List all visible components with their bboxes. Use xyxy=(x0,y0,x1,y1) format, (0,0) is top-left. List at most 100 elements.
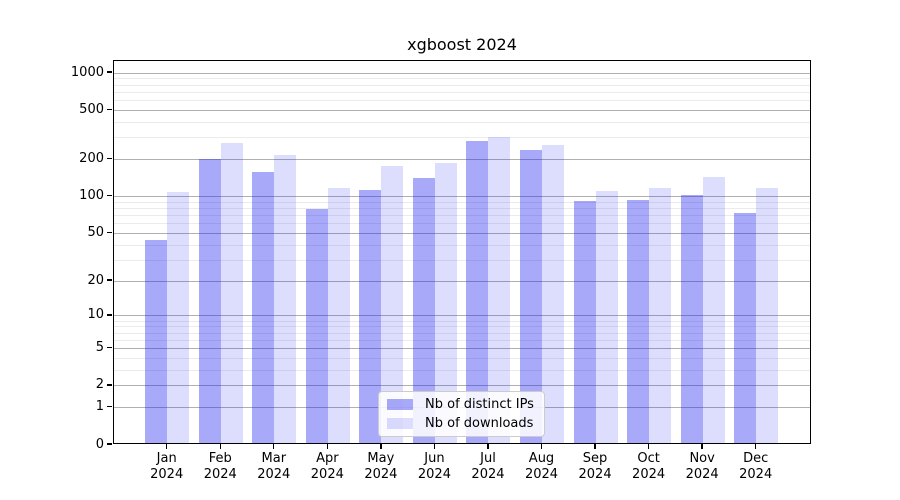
bar-distinct-ips-jan xyxy=(145,240,168,443)
x-tick-jun xyxy=(433,444,436,449)
bar-downloads-apr xyxy=(327,187,350,443)
y-tick-label-10: 10 xyxy=(87,307,104,323)
bar-distinct-ips-oct xyxy=(627,199,650,443)
x-tick-month: Aug xyxy=(528,451,555,466)
x-tick-nov xyxy=(701,444,703,449)
x-tick-month: Jan xyxy=(156,451,177,466)
minor-gridline-3 xyxy=(114,369,810,371)
bar-distinct-ips-jul xyxy=(466,141,489,443)
minor-gridline-40 xyxy=(114,244,810,246)
bar-downloads-oct xyxy=(649,188,672,443)
x-tick-label-jan: Jan 2024 xyxy=(139,451,195,483)
y-tick-5 xyxy=(107,346,112,349)
bar-downloads-jan xyxy=(167,192,190,443)
x-tick-year: 2024 xyxy=(739,467,773,482)
minor-gridline-300 xyxy=(114,137,810,139)
x-tick-year: 2024 xyxy=(150,467,184,482)
x-tick-label-sep: Sep 2024 xyxy=(567,451,623,483)
x-tick-year: 2024 xyxy=(417,467,451,482)
x-tick-month: Apr xyxy=(316,451,339,466)
bar-distinct-ips-aug xyxy=(520,149,542,443)
minor-gridline-4 xyxy=(114,357,810,359)
chart-title: xgboost 2024 xyxy=(407,35,517,54)
major-gridline-2 xyxy=(114,385,810,387)
x-tick-month: Jun xyxy=(424,451,445,466)
x-tick-year: 2024 xyxy=(257,467,291,482)
major-gridline-20 xyxy=(114,280,810,282)
x-tick-label-dec: Dec 2024 xyxy=(728,451,784,483)
x-tick-year: 2024 xyxy=(578,467,612,482)
x-tick-year: 2024 xyxy=(632,467,666,482)
x-tick-label-apr: Apr 2024 xyxy=(299,451,355,483)
bar-downloads-aug xyxy=(542,145,564,443)
bar-downloads-may xyxy=(381,166,404,443)
x-tick-label-jul: Jul 2024 xyxy=(460,451,516,483)
major-gridline-5 xyxy=(114,348,810,350)
x-tick-feb xyxy=(219,444,221,449)
x-tick-label-jun: Jun 2024 xyxy=(406,451,462,483)
bar-distinct-ips-mar xyxy=(252,172,275,443)
x-tick-label-nov: Nov 2024 xyxy=(674,451,730,483)
major-gridline-50 xyxy=(114,232,810,234)
bar-downloads-jun xyxy=(434,162,457,443)
x-tick-sep xyxy=(594,444,596,449)
minor-gridline-600 xyxy=(114,99,810,101)
bar-distinct-ips-may xyxy=(359,189,382,443)
x-tick-jul xyxy=(487,444,489,449)
x-tick-jan xyxy=(166,444,168,449)
legend: Nb of distinct IPs Nb of downloads xyxy=(378,391,545,437)
bar-downloads-jul xyxy=(488,136,511,443)
minor-gridline-400 xyxy=(114,121,810,123)
minor-gridline-60 xyxy=(114,223,810,225)
x-tick-label-oct: Oct 2024 xyxy=(621,451,677,483)
x-tick-label-may: May 2024 xyxy=(353,451,409,483)
bar-downloads-feb xyxy=(220,142,243,443)
y-tick-1 xyxy=(107,405,112,408)
minor-gridline-900 xyxy=(114,78,810,80)
y-tick-label-2: 2 xyxy=(95,377,104,393)
legend-label-1: Nb of downloads xyxy=(425,415,534,431)
minor-gridline-80 xyxy=(114,207,810,209)
bar-distinct-ips-jun xyxy=(412,178,435,443)
x-tick-aug xyxy=(540,444,543,449)
legend-entry-1: Nb of downloads xyxy=(387,416,536,431)
y-tick-2 xyxy=(107,384,112,386)
legend-swatch-1 xyxy=(387,417,413,429)
x-tick-mar xyxy=(273,444,275,449)
major-gridline-10 xyxy=(114,315,810,317)
bar-downloads-nov xyxy=(702,176,725,443)
minor-gridline-9 xyxy=(114,320,810,322)
minor-gridline-8 xyxy=(114,326,810,328)
minor-gridline-7 xyxy=(114,332,810,334)
y-tick-label-0: 0 xyxy=(95,436,104,452)
x-tick-month: Mar xyxy=(261,451,287,466)
x-tick-apr xyxy=(326,444,329,449)
bar-distinct-ips-nov xyxy=(680,194,703,443)
y-tick-label-200: 200 xyxy=(79,150,104,166)
x-tick-label-feb: Feb 2024 xyxy=(192,451,248,483)
y-tick-label-5: 5 xyxy=(95,340,104,356)
minor-gridline-6 xyxy=(114,339,810,341)
legend-label-0: Nb of distinct IPs xyxy=(425,397,534,413)
bar-distinct-ips-dec xyxy=(734,212,757,443)
bar-downloads-sep xyxy=(595,191,618,443)
x-tick-month: Jul xyxy=(480,451,496,466)
y-tick-100 xyxy=(107,194,112,197)
minor-gridline-800 xyxy=(114,84,810,86)
y-tick-label-1000: 1000 xyxy=(70,64,104,80)
minor-gridline-90 xyxy=(114,201,810,203)
legend-entry-0: Nb of distinct IPs xyxy=(387,397,536,412)
y-tick-50 xyxy=(107,231,112,233)
y-tick-0 xyxy=(107,443,112,445)
x-tick-month: Sep xyxy=(582,451,608,466)
minor-gridline-30 xyxy=(114,259,810,261)
x-tick-month: May xyxy=(367,451,395,466)
bar-distinct-ips-feb xyxy=(198,159,221,443)
x-tick-year: 2024 xyxy=(203,467,237,482)
x-tick-month: Oct xyxy=(637,451,660,466)
y-tick-1000 xyxy=(107,71,112,73)
y-tick-label-100: 100 xyxy=(79,188,104,203)
bar-downloads-dec xyxy=(756,187,779,443)
y-tick-label-20: 20 xyxy=(87,272,104,288)
